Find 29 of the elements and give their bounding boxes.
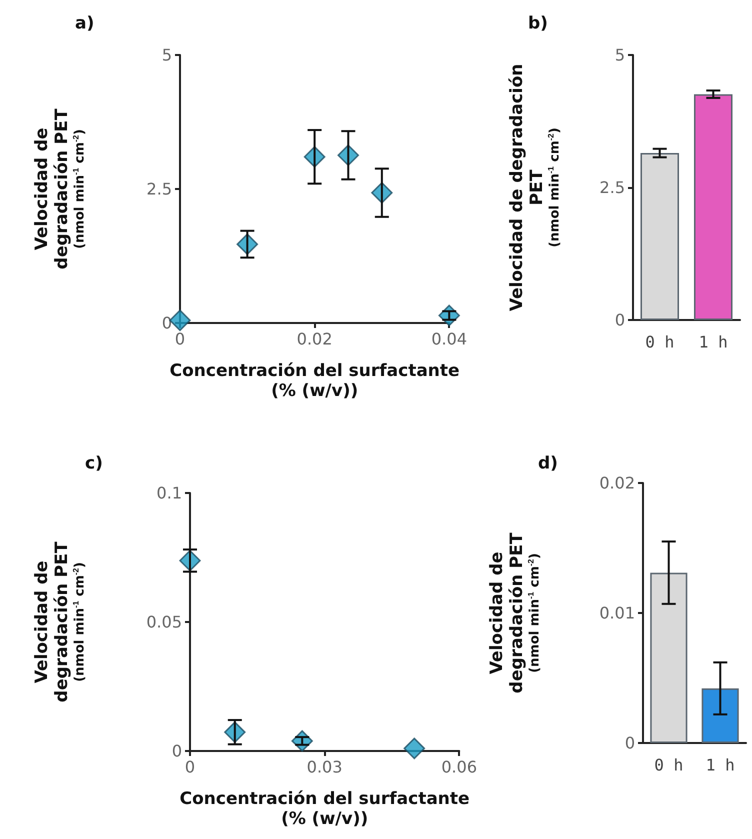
- chart-title: a): [75, 14, 94, 34]
- x-tick-label: 0.02: [296, 330, 332, 348]
- x-tick-label: 0: [184, 758, 196, 776]
- y-tick-label: 0: [614, 310, 625, 330]
- x-tick-label: 0.03: [306, 758, 342, 776]
- x-tick-label: 1 h: [698, 332, 728, 352]
- x-tick-label: 0.06: [441, 758, 477, 776]
- chart-title: d): [538, 454, 558, 474]
- y-tick-label: 0.01: [599, 604, 635, 622]
- y-tick-label: 5: [614, 46, 625, 64]
- y-tick-label: 0.05: [146, 612, 182, 632]
- y-tick-label: 2.5: [600, 178, 625, 197]
- chart-title: c): [85, 454, 103, 474]
- x-tick-label: 0 h: [645, 332, 674, 352]
- x-axis-title: Concentración del surfactante (% (w/v)): [170, 361, 460, 401]
- y-tick-label: 0.02: [599, 474, 635, 492]
- chart-title: b): [528, 14, 548, 34]
- y-tick-label: 0: [172, 742, 182, 760]
- x-tick-label: 0 h: [654, 756, 684, 774]
- y-tick-label: 0: [162, 314, 172, 332]
- y-tick-label: 0: [624, 734, 635, 752]
- x-tick-label: 0.04: [431, 330, 467, 348]
- point: [169, 310, 191, 332]
- point: [404, 738, 426, 760]
- y-tick-label: 2.5: [146, 180, 172, 198]
- x-tick-label: 1 h: [706, 756, 735, 774]
- x-axis-title: Concentración del surfactante (% (w/v)): [180, 789, 470, 829]
- y-tick-label: 0.1: [156, 484, 182, 502]
- y-tick-label: 5: [162, 46, 172, 64]
